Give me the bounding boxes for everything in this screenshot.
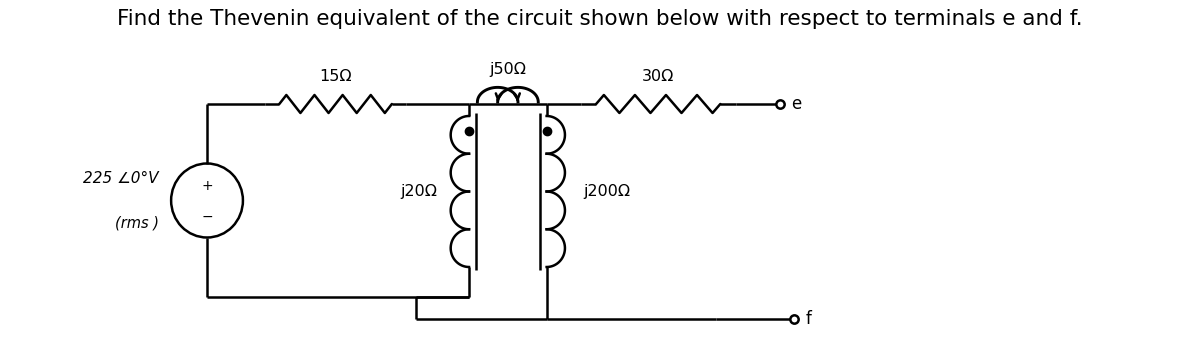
Text: f: f [805, 310, 811, 328]
Text: 30Ω: 30Ω [642, 69, 674, 84]
Text: j50Ω: j50Ω [490, 62, 527, 77]
Text: −: − [202, 210, 212, 223]
Text: +: + [202, 179, 212, 194]
Text: j20Ω: j20Ω [400, 184, 437, 199]
Text: 225 ∠0°V: 225 ∠0°V [83, 171, 158, 186]
Text: (rms ): (rms ) [114, 215, 158, 230]
Text: 15Ω: 15Ω [319, 69, 352, 84]
Text: e: e [791, 95, 802, 113]
Text: Find the Thevenin equivalent of the circuit shown below with respect to terminal: Find the Thevenin equivalent of the circ… [118, 9, 1082, 29]
Text: j200Ω: j200Ω [583, 184, 630, 199]
